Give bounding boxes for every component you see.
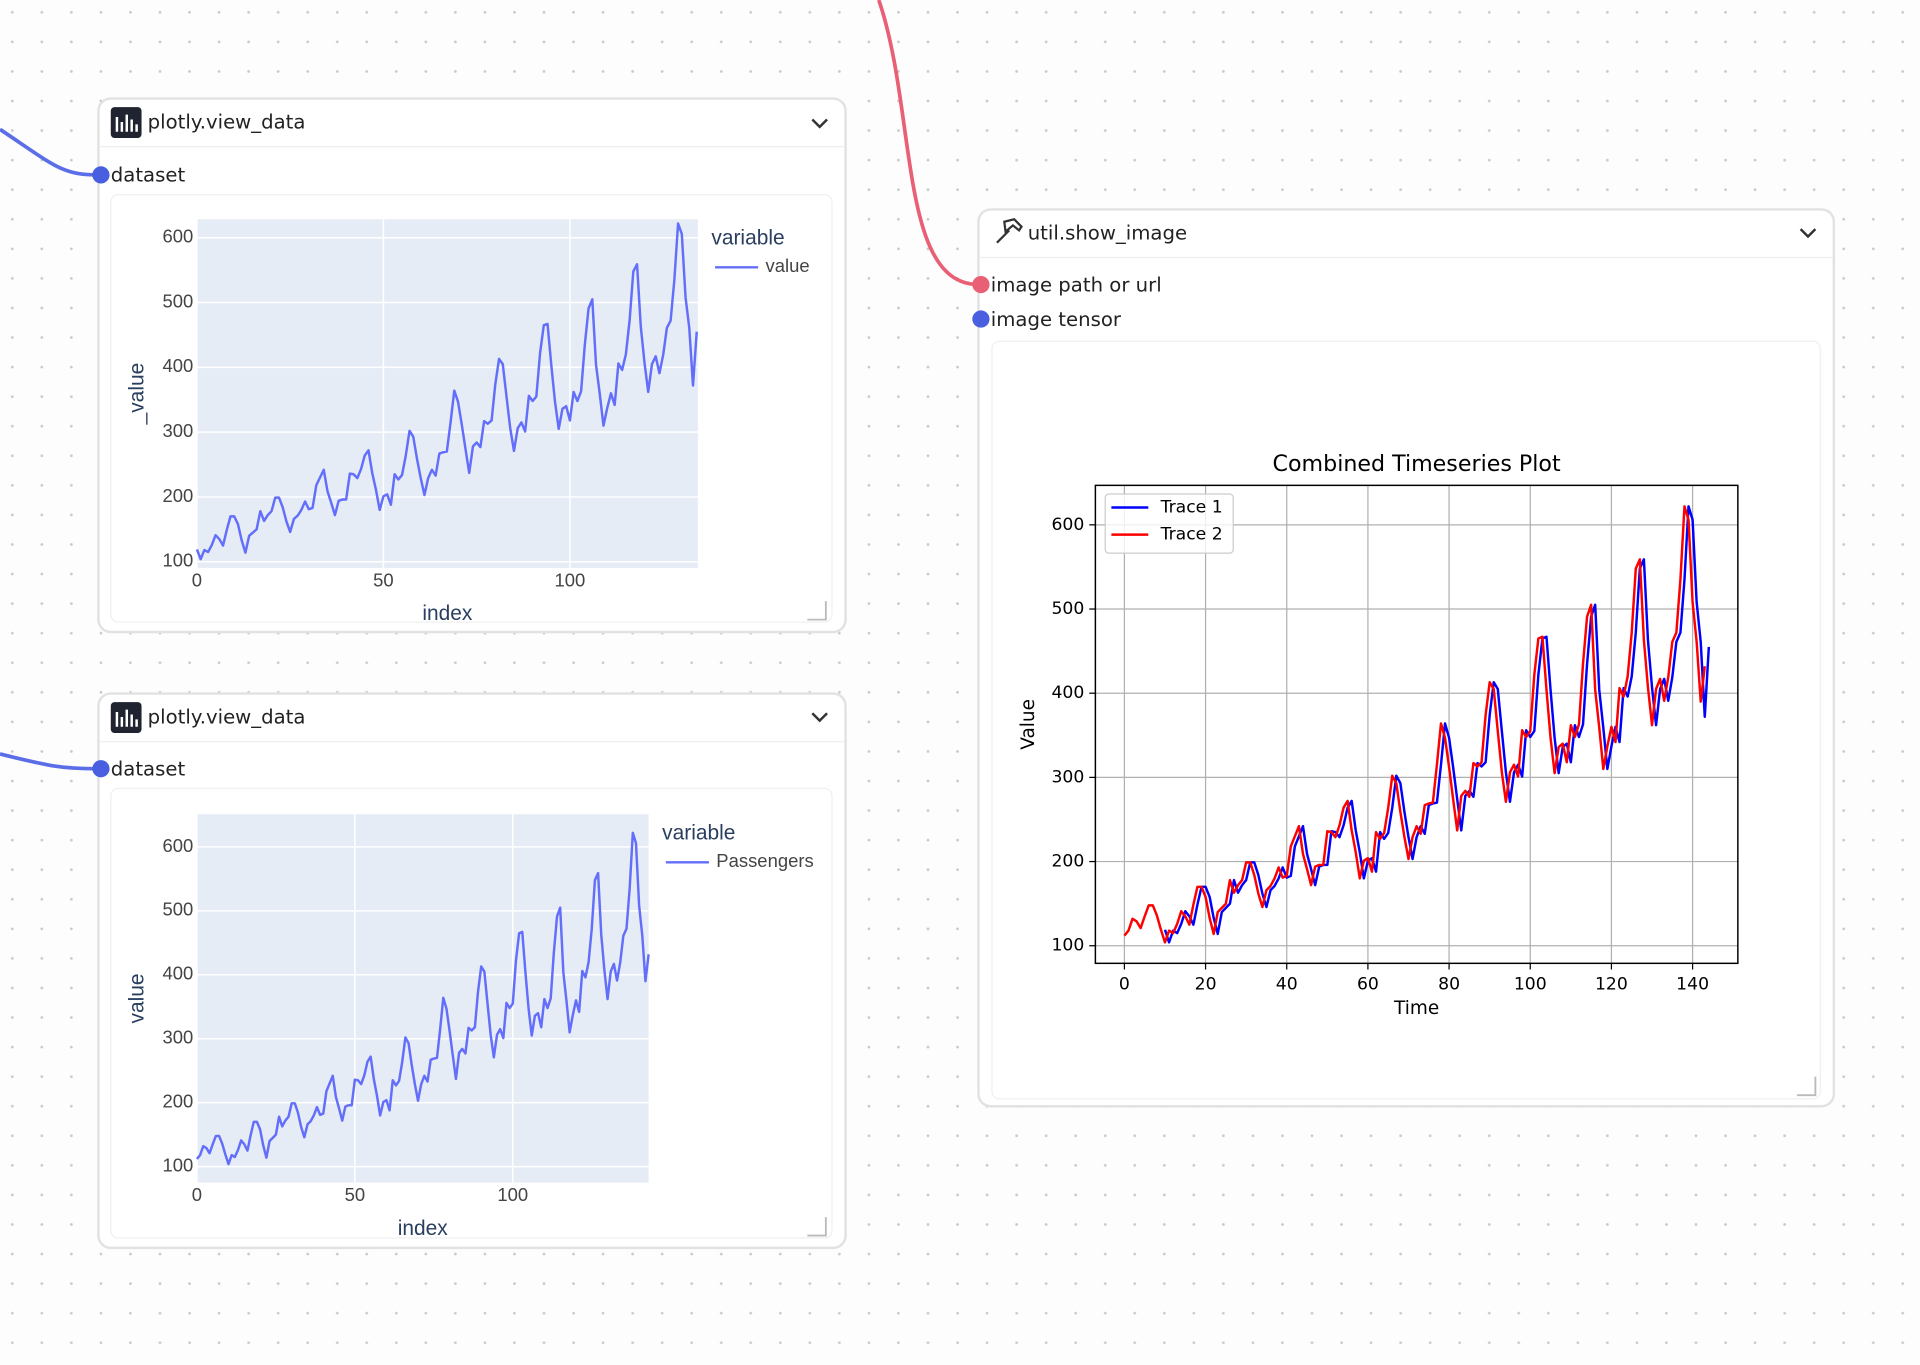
y-tick-label: 100 xyxy=(1051,936,1084,956)
collapse-toggle[interactable] xyxy=(1799,228,1817,239)
x-tick-label: 40 xyxy=(1276,974,1298,994)
input-label: dataset xyxy=(111,164,186,187)
collapse-toggle[interactable] xyxy=(811,118,828,129)
x-tick-label: 60 xyxy=(1357,974,1379,994)
y-axis-label: Value xyxy=(1018,699,1039,750)
input-port[interactable] xyxy=(972,275,990,294)
x-tick-label: 80 xyxy=(1438,974,1460,994)
y-tick-label: 500 xyxy=(162,899,193,920)
y-axis-label: _value xyxy=(125,363,148,426)
y-tick-label: 100 xyxy=(162,550,193,571)
x-tick-label: 100 xyxy=(497,1184,528,1205)
node-title: plotly.view_data xyxy=(148,706,306,729)
chart: 100 200 300 400 500 600 0 50 100 index value variab… xyxy=(125,814,814,1240)
chart-title: Combined Timeseries Plot xyxy=(1273,451,1561,477)
y-tick-label: 300 xyxy=(162,1027,193,1048)
edge[interactable] xyxy=(877,0,979,287)
node[interactable]: plotly.view_data dataset 100200300400500… xyxy=(92,97,847,634)
plot-area xyxy=(196,219,698,568)
legend-label: Passengers xyxy=(716,850,813,871)
x-tick-label: 0 xyxy=(192,569,202,590)
legend-label: value xyxy=(766,255,810,276)
y-tick-label: 200 xyxy=(1051,852,1084,872)
x-axis-label: index xyxy=(422,602,473,625)
y-tick-label: 400 xyxy=(1051,683,1084,703)
x-tick-label: 100 xyxy=(1514,974,1547,994)
input-port[interactable] xyxy=(92,166,110,184)
resize-handle[interactable] xyxy=(807,601,827,621)
y-tick-label: 100 xyxy=(162,1154,193,1175)
icon-bars xyxy=(115,709,138,727)
tool-icon xyxy=(996,218,1023,244)
node-title: util.show_image xyxy=(1028,222,1187,245)
x-axis-label: Time xyxy=(1393,998,1439,1019)
legend-title: variable xyxy=(662,822,735,845)
y-tick-label: 200 xyxy=(162,1091,193,1112)
y-tick-label: 300 xyxy=(1051,767,1084,787)
input-label: dataset xyxy=(111,757,186,780)
chart-image: 100 200 300 400 500 600 0 20 40 60 80 100 120 140 Comb… xyxy=(1018,451,1739,1019)
y-axis-label: value xyxy=(125,973,148,1023)
series-line xyxy=(195,222,698,561)
chart: 100 200 300 400 500 600 0 50 100 index _value varia… xyxy=(125,219,810,625)
y-tick-label: 600 xyxy=(162,835,193,856)
y-tick-label: 500 xyxy=(162,290,193,311)
input-label: image tensor xyxy=(991,308,1122,331)
y-tick-label: 500 xyxy=(1051,599,1084,619)
x-tick-label: 50 xyxy=(373,569,394,590)
icon-bars xyxy=(115,114,138,132)
y-tick-label: 200 xyxy=(162,485,193,506)
x-tick-label: 0 xyxy=(1119,974,1130,994)
x-axis-label: index xyxy=(398,1217,449,1240)
plot-area xyxy=(196,814,649,1183)
legend-title: variable xyxy=(711,227,784,250)
edge[interactable] xyxy=(0,752,99,771)
y-tick-label: 400 xyxy=(162,355,193,376)
series-line xyxy=(1163,505,1711,944)
node[interactable]: util.show_image image path or url image … xyxy=(972,208,1836,1108)
plot-area xyxy=(1095,485,1738,964)
input-label: image path or url xyxy=(991,273,1162,296)
input-port[interactable] xyxy=(972,310,990,328)
y-tick-label: 400 xyxy=(162,963,193,984)
legend-label: Trace 2 xyxy=(1160,525,1223,545)
y-tick-label: 600 xyxy=(162,226,193,247)
x-tick-label: 100 xyxy=(555,569,586,590)
input-port[interactable] xyxy=(92,760,110,778)
resize-handle[interactable] xyxy=(807,1217,827,1237)
series-line xyxy=(1123,505,1706,944)
x-tick-label: 50 xyxy=(345,1184,366,1205)
x-tick-label: 20 xyxy=(1195,974,1217,994)
x-tick-label: 0 xyxy=(192,1184,202,1205)
y-tick-label: 600 xyxy=(1051,515,1084,535)
x-tick-label: 120 xyxy=(1595,974,1628,994)
legend-label: Trace 1 xyxy=(1160,498,1223,518)
resize-handle[interactable] xyxy=(1796,1076,1817,1097)
node-title: plotly.view_data xyxy=(148,111,306,134)
edge[interactable] xyxy=(0,127,99,177)
collapse-toggle[interactable] xyxy=(811,712,828,723)
node[interactable]: plotly.view_data dataset 100200300400500… xyxy=(92,692,847,1250)
axes-frame xyxy=(1094,484,1739,965)
series-line xyxy=(195,831,650,1166)
x-tick-label: 140 xyxy=(1676,974,1709,994)
y-tick-label: 300 xyxy=(162,420,193,441)
